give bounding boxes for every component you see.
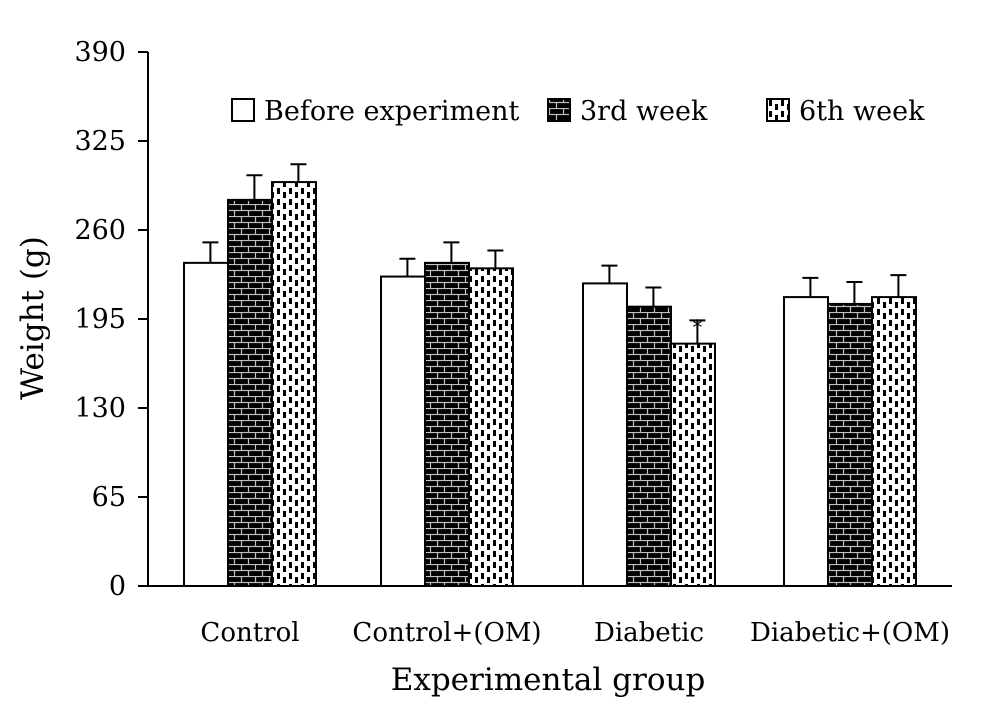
y-tick-label: 390 (74, 37, 126, 68)
bar (871, 296, 917, 587)
legend-swatch (547, 98, 571, 122)
bar (670, 342, 716, 587)
y-tick-label: 260 (74, 215, 126, 246)
bar (468, 267, 514, 587)
y-tick-label: 130 (74, 393, 126, 424)
x-axis-title: Experimental group (391, 662, 706, 698)
x-category-label: Diabetic+(OM) (750, 618, 950, 648)
bar (271, 181, 317, 587)
bar (424, 261, 470, 587)
legend-label: 3rd week (580, 96, 708, 127)
bar (183, 261, 229, 587)
x-category-label: Diabetic (594, 618, 704, 648)
y-tick-label: 0 (109, 571, 126, 602)
x-category-label: Control+(OM) (352, 618, 541, 648)
y-tick-label: 195 (74, 304, 126, 335)
legend-swatch (766, 98, 790, 122)
significance-marker: * (692, 315, 702, 339)
bar (582, 282, 628, 587)
bar (827, 302, 873, 587)
bar (783, 296, 829, 587)
y-tick-label: 325 (74, 126, 126, 157)
x-category-label: Control (200, 618, 299, 648)
bar (626, 305, 672, 587)
legend-label: 6th week (799, 96, 925, 127)
legend-swatch (231, 98, 255, 122)
y-tick-label: 65 (92, 482, 126, 513)
legend-label: Before experiment (264, 96, 520, 127)
bar (227, 198, 273, 587)
bar (380, 275, 426, 587)
y-axis-title: Weight (g) (15, 236, 51, 400)
